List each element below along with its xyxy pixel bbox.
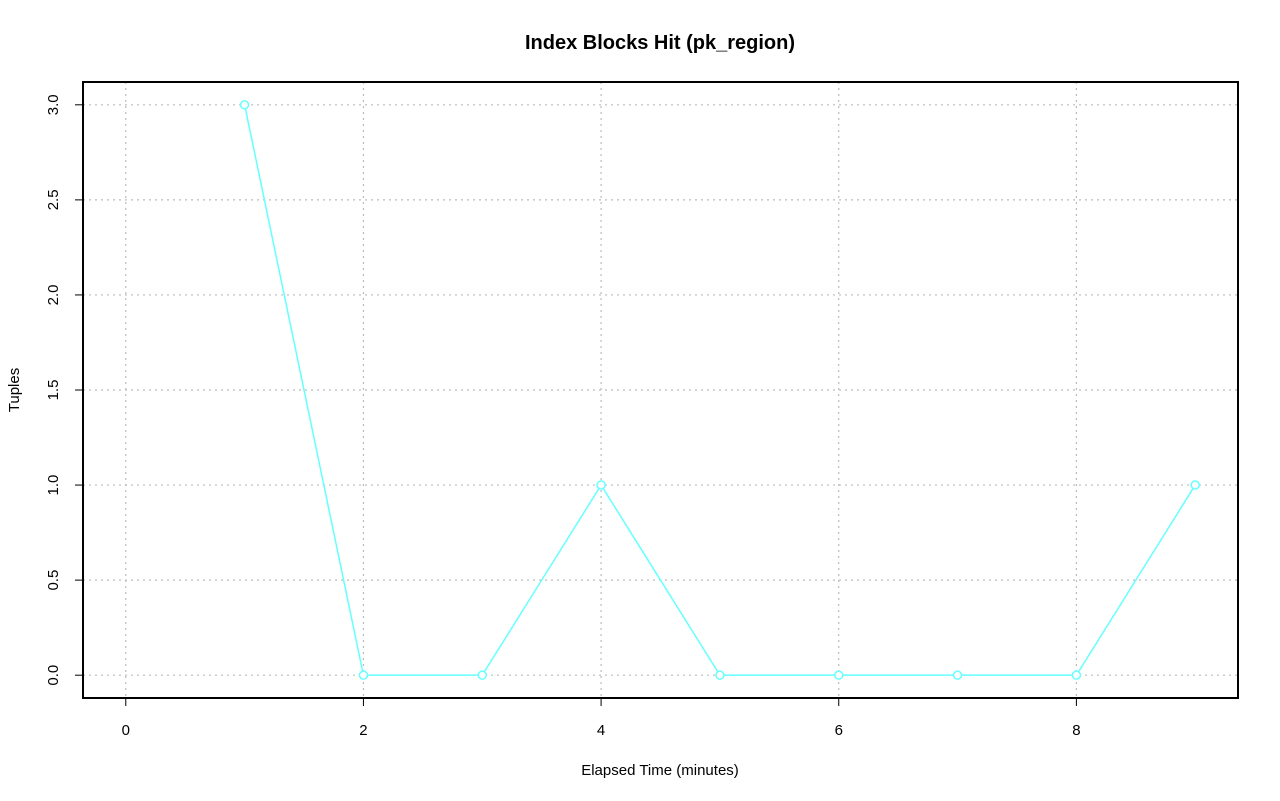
x-tick-label: 6 bbox=[835, 722, 843, 739]
data-point bbox=[1190, 480, 1200, 490]
y-tick-label: 0.5 bbox=[45, 570, 62, 591]
data-point bbox=[833, 670, 844, 680]
y-tick-label: 2.0 bbox=[45, 285, 62, 306]
data-point bbox=[239, 100, 250, 110]
data-point bbox=[596, 480, 606, 490]
y-tick-label: 3.0 bbox=[45, 94, 62, 115]
y-tick-label: 0.0 bbox=[45, 665, 62, 686]
x-axis-label: Elapsed Time (minutes) bbox=[581, 762, 739, 779]
x-tick-label: 2 bbox=[359, 722, 367, 739]
data-point bbox=[1071, 670, 1082, 680]
y-tick-label: 1.0 bbox=[45, 475, 62, 496]
data-point bbox=[358, 670, 369, 680]
x-tick-label: 8 bbox=[1072, 722, 1080, 739]
data-point bbox=[477, 670, 488, 680]
y-tick-label: 2.5 bbox=[45, 189, 62, 210]
y-axis-label: Tuples bbox=[6, 368, 23, 412]
data-point bbox=[952, 670, 963, 680]
x-tick-label: 0 bbox=[122, 722, 130, 739]
y-tick-label: 1.5 bbox=[45, 380, 62, 401]
data-point bbox=[715, 670, 725, 680]
plot-frame bbox=[82, 81, 1239, 699]
chart-title: Index Blocks Hit (pk_region) bbox=[525, 32, 795, 54]
x-tick-label: 4 bbox=[597, 722, 605, 739]
